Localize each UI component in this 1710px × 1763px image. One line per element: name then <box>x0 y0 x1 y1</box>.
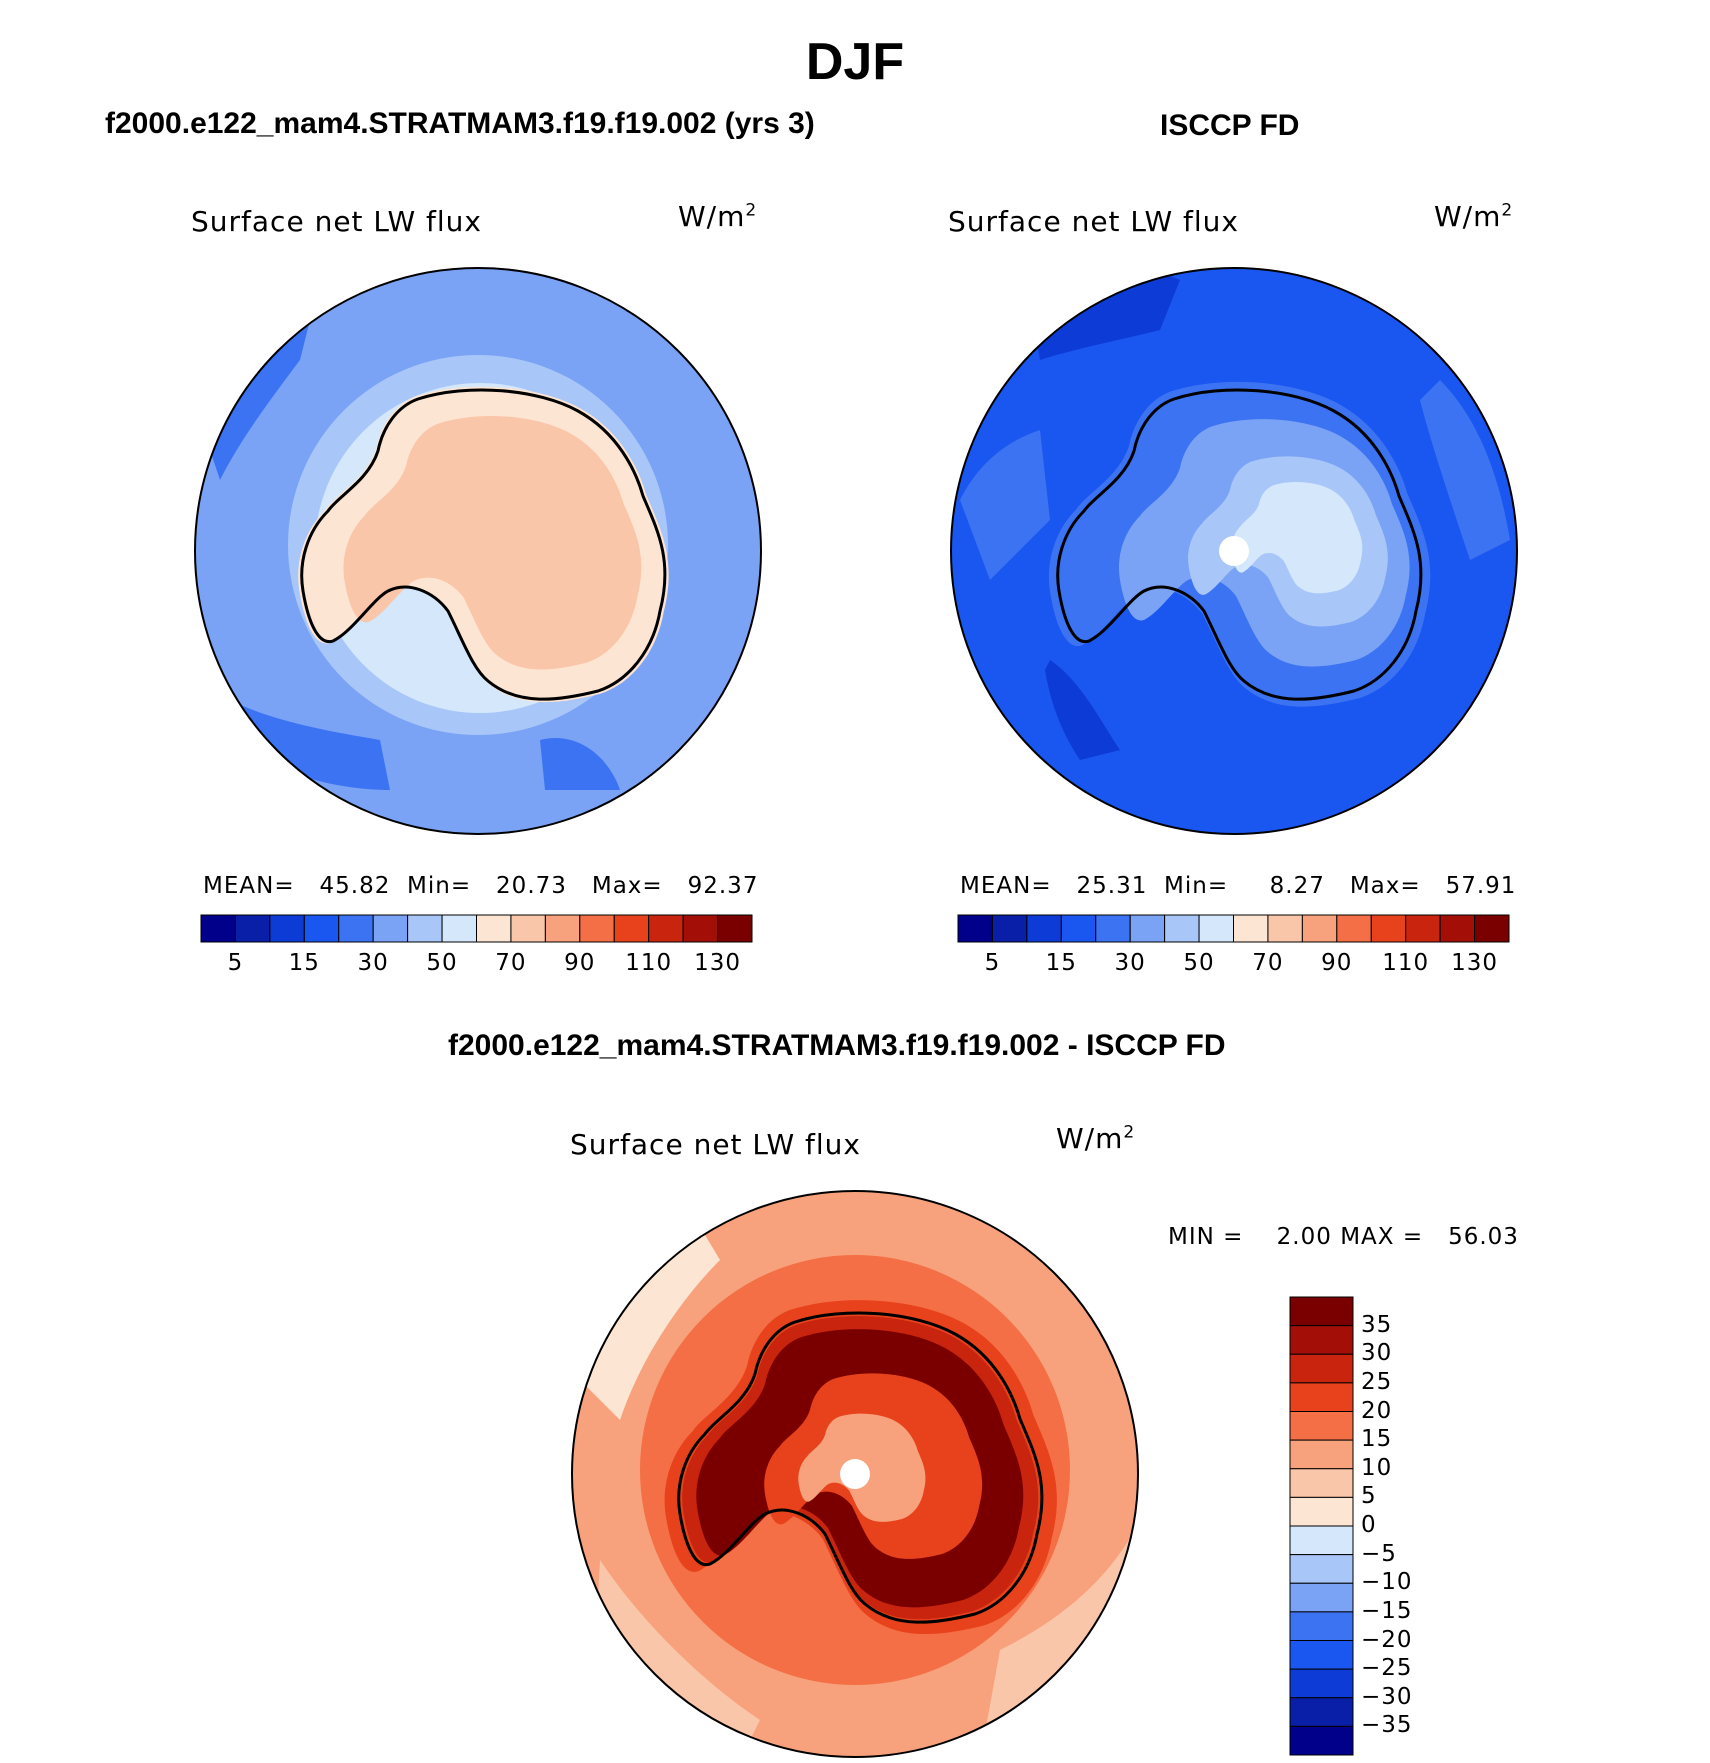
right-colorbar-swatch <box>1301 914 1338 943</box>
left-colorbar-tick-label: 90 <box>564 950 596 976</box>
diff-colorbar-swatch <box>1289 1496 1354 1527</box>
left-stats: MEAN= 45.82 Min= 20.73 Max= 92.37 <box>203 873 759 899</box>
right-colorbar-swatch <box>1198 914 1234 943</box>
right-colorbar-tick-label: 50 <box>1183 950 1215 976</box>
diff-colorbar-tick-label: 35 <box>1361 1311 1393 1338</box>
right-colorbar-swatch <box>1233 914 1269 943</box>
left-colorbar-swatch <box>544 914 581 943</box>
left-colorbar-swatch <box>269 914 305 943</box>
diff-colorbar-tick-label: −20 <box>1361 1626 1413 1653</box>
left-colorbar-tick-label: 130 <box>694 950 742 976</box>
left-colorbar-swatch <box>200 914 236 943</box>
left-colorbar-swatch <box>476 914 512 943</box>
diff-colorbar-swatch <box>1289 1668 1354 1699</box>
diff-colorbar-tick-label: 5 <box>1361 1483 1377 1510</box>
right-stats: MEAN= 25.31 Min= 8.27 Max= 57.91 <box>960 873 1517 899</box>
diff-units: W/m2 <box>1056 1122 1136 1155</box>
right-variable-label: Surface net LW flux <box>948 205 1239 238</box>
diff-colorbar-swatch <box>1289 1611 1354 1641</box>
left-colorbar-tick-label: 70 <box>495 950 527 976</box>
left-colorbar-swatch <box>579 914 615 943</box>
right-colorbar-swatch <box>1060 914 1097 943</box>
right-colorbar-swatch <box>1370 914 1407 943</box>
left-colorbar <box>200 914 753 943</box>
right-colorbar-swatch <box>1405 914 1441 943</box>
left-colorbar-tick-label: 30 <box>357 950 389 976</box>
left-colorbar-swatch <box>234 914 271 943</box>
right-colorbar-swatch <box>1026 914 1062 943</box>
right-colorbar-swatch <box>1095 914 1131 943</box>
right-colorbar-swatch <box>1474 914 1510 943</box>
right-colorbar-tick-label: 30 <box>1114 950 1146 976</box>
left-colorbar-tick-label: 50 <box>426 950 458 976</box>
left-colorbar-tick-label: 15 <box>288 950 320 976</box>
left-polar-map <box>194 267 762 835</box>
right-colorbar-tick-label: 110 <box>1382 950 1430 976</box>
diff-colorbar-swatch <box>1289 1554 1354 1584</box>
diff-minmax: MIN = 2.00 MAX = 56.03 <box>1168 1224 1519 1250</box>
left-colorbar-swatch <box>407 914 443 943</box>
left-colorbar-tick-label: 5 <box>227 950 244 976</box>
left-colorbar-swatch <box>717 914 753 943</box>
left-colorbar-swatch <box>648 914 684 943</box>
left-panel-title: f2000.e122_mam4.STRATMAM3.f19.f19.002 (y… <box>105 107 815 140</box>
diff-colorbar-swatch <box>1289 1382 1354 1412</box>
diff-colorbar-swatch <box>1289 1725 1354 1756</box>
right-colorbar-tick-label: 90 <box>1321 950 1353 976</box>
left-colorbar-swatch <box>372 914 409 943</box>
right-colorbar-tick-label: 130 <box>1451 950 1499 976</box>
right-colorbar-swatch <box>1129 914 1166 943</box>
right-colorbar-swatch <box>1439 914 1476 943</box>
diff-colorbar-tick-label: 15 <box>1361 1426 1393 1453</box>
diff-colorbar-swatch <box>1289 1325 1354 1355</box>
diff-colorbar-swatch <box>1289 1353 1354 1384</box>
right-panel-title: ISCCP FD <box>1160 109 1300 142</box>
left-colorbar-swatch <box>303 914 340 943</box>
left-colorbar-swatch <box>338 914 374 943</box>
left-units: W/m2 <box>678 200 758 233</box>
diff-colorbar-swatch <box>1289 1468 1354 1498</box>
diff-colorbar-tick-label: −30 <box>1361 1683 1413 1710</box>
diff-colorbar-tick-label: −25 <box>1361 1655 1413 1682</box>
diff-colorbar-swatch <box>1289 1439 1354 1470</box>
diff-colorbar-swatch <box>1289 1582 1354 1613</box>
left-variable-label: Surface net LW flux <box>191 205 482 238</box>
diff-colorbar-tick-label: 30 <box>1361 1340 1393 1367</box>
right-colorbar-swatch <box>1267 914 1303 943</box>
right-colorbar-tick-label: 5 <box>984 950 1001 976</box>
diff-colorbar <box>1289 1296 1354 1756</box>
right-colorbar-swatch <box>1164 914 1200 943</box>
diff-colorbar-swatch <box>1289 1697 1354 1727</box>
diff-colorbar-swatch <box>1289 1525 1354 1556</box>
diff-colorbar-tick-label: −5 <box>1361 1540 1397 1567</box>
left-colorbar-swatch <box>510 914 546 943</box>
diff-colorbar-tick-label: −10 <box>1361 1569 1413 1596</box>
diff-colorbar-tick-label: 10 <box>1361 1454 1393 1481</box>
diff-colorbar-tick-label: 20 <box>1361 1397 1393 1424</box>
diff-colorbar-swatch <box>1289 1411 1354 1441</box>
diff-colorbar-tick-label: 25 <box>1361 1368 1393 1395</box>
right-colorbar <box>957 914 1510 943</box>
right-colorbar-tick-label: 15 <box>1045 950 1077 976</box>
diff-polar-map <box>571 1190 1139 1758</box>
left-colorbar-tick-label: 110 <box>625 950 673 976</box>
diff-colorbar-swatch <box>1289 1296 1354 1327</box>
diff-colorbar-tick-label: −15 <box>1361 1597 1413 1624</box>
left-colorbar-swatch <box>682 914 719 943</box>
diff-colorbar-swatch <box>1289 1640 1354 1670</box>
left-colorbar-swatch <box>613 914 650 943</box>
main-title: DJF <box>805 33 905 91</box>
right-colorbar-swatch <box>1336 914 1372 943</box>
diff-colorbar-tick-label: 0 <box>1361 1512 1377 1538</box>
right-colorbar-swatch <box>991 914 1028 943</box>
left-colorbar-swatch <box>441 914 477 943</box>
right-colorbar-tick-label: 70 <box>1252 950 1284 976</box>
right-units: W/m2 <box>1434 200 1514 233</box>
diff-panel-title: f2000.e122_mam4.STRATMAM3.f19.f19.002 - … <box>448 1029 1226 1062</box>
diff-colorbar-tick-label: −35 <box>1361 1712 1413 1739</box>
right-polar-map <box>950 267 1518 835</box>
diff-variable-label: Surface net LW flux <box>570 1128 861 1161</box>
right-colorbar-swatch <box>957 914 993 943</box>
